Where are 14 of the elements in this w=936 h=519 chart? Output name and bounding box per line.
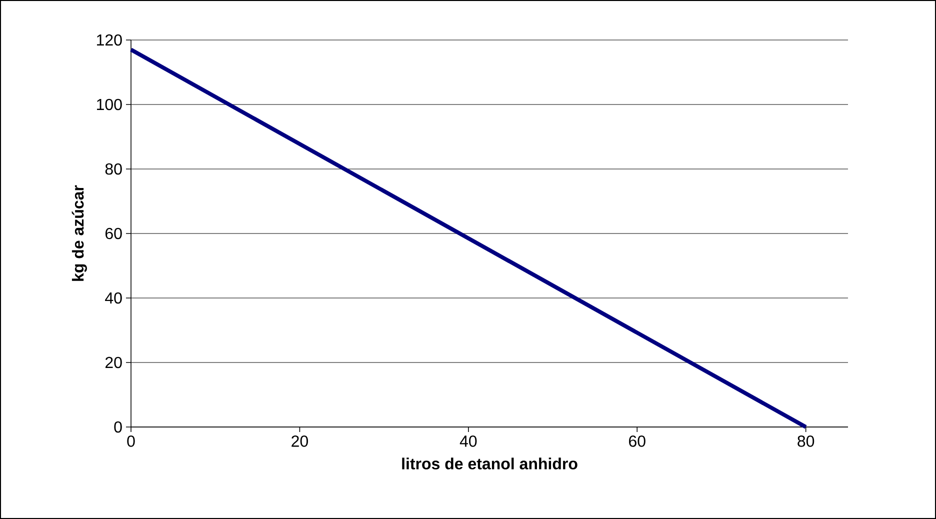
y-tick-label: 20: [105, 356, 122, 368]
x-tick-label: 20: [292, 436, 308, 447]
x-tick-label: 60: [629, 436, 646, 447]
y-tick-label: 40: [105, 292, 122, 304]
y-tick-label: 80: [105, 163, 122, 175]
x-axis-title: litros de etanol anhidro: [402, 458, 578, 470]
x-tick-label: 80: [798, 436, 814, 447]
x-tick-label: 0: [127, 436, 135, 447]
y-axis-title: kg de azúcar: [72, 185, 87, 281]
y-tick-label: 100: [97, 98, 122, 110]
x-tick-label: 40: [460, 436, 477, 447]
y-tick-label: 60: [105, 228, 122, 240]
y-tick-label: 120: [97, 34, 122, 46]
y-tick-label: 0: [114, 421, 122, 433]
